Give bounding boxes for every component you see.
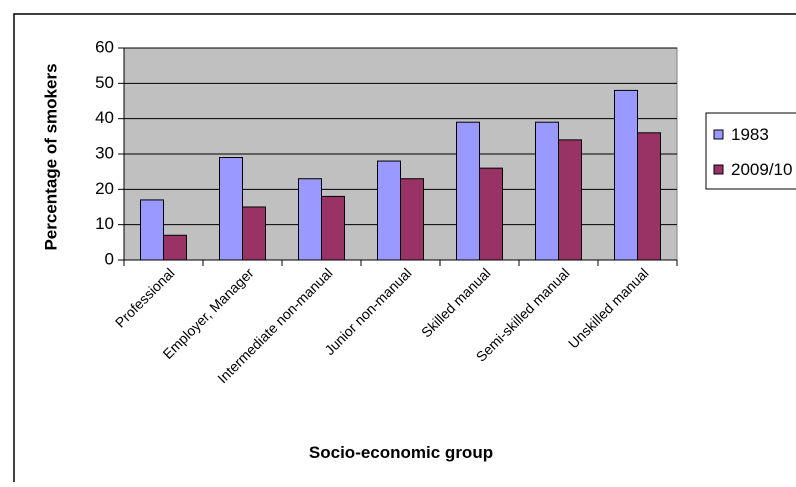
legend-label-2009-10: 2009/10 — [731, 160, 792, 179]
legend-label-1983: 1983 — [731, 125, 769, 144]
y-tick-label: 20 — [95, 179, 114, 198]
y-tick-label: 40 — [95, 108, 114, 127]
bars — [140, 89, 661, 261]
legend: 1983 2009/10 — [705, 112, 796, 190]
y-tick-label: 10 — [95, 214, 114, 233]
x-axis-title: Socio-economic group — [309, 443, 493, 462]
bar-2009-10-3 — [400, 178, 424, 261]
bar-1983-6 — [614, 89, 638, 261]
bar-1983-5 — [535, 121, 559, 261]
bar-1983-4 — [456, 121, 480, 261]
y-tick-labels: 0 10 20 30 40 50 60 — [95, 37, 114, 268]
y-tick-label: 0 — [105, 249, 114, 268]
y-axis-title: Percentage of smokers — [41, 63, 60, 250]
bar-1983-2 — [298, 178, 322, 261]
bar-2009-10-6 — [637, 132, 661, 261]
axes — [118, 47, 678, 266]
bar-1983-0 — [140, 199, 164, 261]
bar-2009-10-5 — [558, 139, 582, 261]
y-tick-label: 30 — [95, 143, 114, 162]
bar-2009-10-4 — [479, 167, 503, 261]
legend-swatch-2009-10 — [713, 164, 724, 175]
bar-2009-10-0 — [163, 234, 187, 261]
y-tick-label: 50 — [95, 73, 114, 92]
bar-2009-10-2 — [321, 195, 345, 261]
bar-2009-10-1 — [242, 206, 266, 261]
bar-1983-3 — [377, 160, 401, 261]
legend-box — [705, 112, 796, 190]
bar-1983-1 — [219, 157, 243, 261]
y-tick-label: 60 — [95, 37, 114, 56]
legend-swatch-1983 — [713, 129, 724, 140]
